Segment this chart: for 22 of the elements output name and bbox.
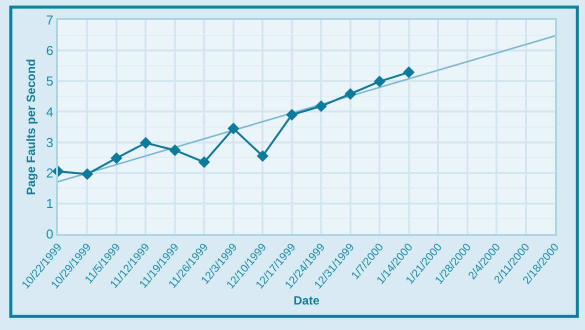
y-tick-label: 6: [46, 43, 54, 58]
y-tick-label: 5: [46, 74, 54, 89]
x-axis-title: Date: [293, 294, 320, 308]
point: [228, 122, 240, 134]
y-axis-title: Page Faults per Second: [24, 58, 38, 196]
y-tick-label: 1: [46, 196, 54, 211]
point: [286, 108, 298, 121]
point: [402, 66, 415, 78]
point: [140, 137, 152, 149]
point: [198, 156, 210, 168]
point: [110, 152, 122, 164]
y-tick-label: 0: [46, 226, 54, 242]
y-tick-label: 4: [46, 104, 54, 120]
y-tick-label: 3: [46, 134, 54, 150]
point: [315, 100, 327, 112]
point: [169, 144, 181, 156]
y-tick-label: 2: [46, 165, 54, 180]
point: [256, 150, 268, 162]
point: [81, 168, 94, 180]
y-tick-label: 7: [46, 12, 54, 28]
point: [374, 76, 386, 88]
point: [344, 88, 356, 100]
